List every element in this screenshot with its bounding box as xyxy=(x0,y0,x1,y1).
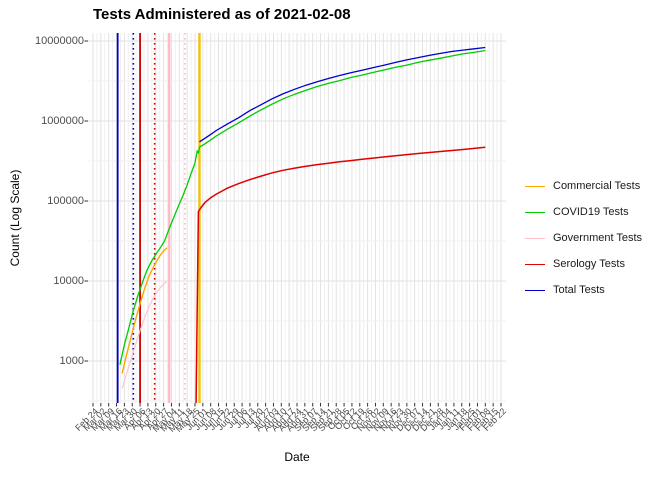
legend-label: Government Tests xyxy=(553,232,643,244)
legend-item: COVID19 Tests xyxy=(525,199,642,225)
legend-item: Commercial Tests xyxy=(525,173,642,199)
legend-label: COVID19 Tests xyxy=(553,206,629,218)
y-tick-label: 10000 xyxy=(53,275,84,287)
legend-key-line xyxy=(525,237,545,239)
page-title: Tests Administered as of 2021-02-08 xyxy=(93,6,351,23)
legend-item: Total Tests xyxy=(525,277,642,303)
legend-key-line xyxy=(525,185,545,187)
legend-key-line xyxy=(525,289,545,291)
legend-label: Serology Tests xyxy=(553,258,625,270)
legend-label: Commercial Tests xyxy=(553,180,641,192)
y-axis-title: Count (Log Scale) xyxy=(8,169,22,267)
chart-legend: Commercial Tests COVID19 Tests Government … xyxy=(525,173,642,303)
y-tick-label: 1000000 xyxy=(41,115,84,127)
y-tick-label: 1000 xyxy=(59,355,84,367)
x-axis-title: Date xyxy=(284,450,310,464)
legend-key-line xyxy=(525,263,545,265)
y-tick-label: 100000 xyxy=(47,195,84,207)
y-tick-label: 10000000 xyxy=(35,35,84,47)
legend-label: Total Tests xyxy=(553,284,605,296)
legend-item: Government Tests xyxy=(525,225,642,251)
legend-key-line xyxy=(525,211,545,213)
legend-item: Serology Tests xyxy=(525,251,642,277)
